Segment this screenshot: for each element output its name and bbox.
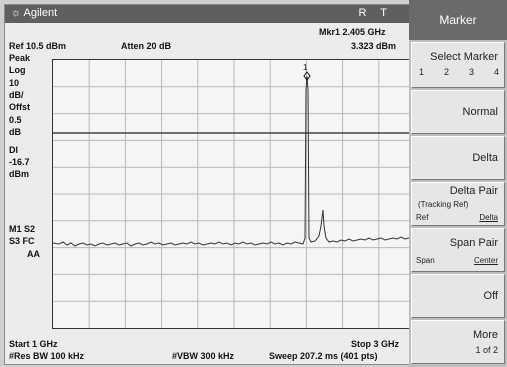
spectrum-trace (53, 75, 415, 247)
scale-unit: dB/ (9, 90, 24, 100)
scale-value: 10 (9, 78, 20, 88)
marker-option-2: 2 (444, 67, 450, 77)
delta-softkey[interactable]: Delta (411, 136, 505, 180)
span-pair-label: Span Pair (449, 237, 498, 249)
span-pair-span-option: Span (416, 256, 435, 265)
off-softkey[interactable]: Off (411, 274, 505, 318)
normal-softkey[interactable]: Normal (411, 90, 505, 134)
brand-logo: ☼ Agilent (11, 7, 57, 19)
sweep-time: Sweep 207.2 ms (401 pts) (269, 351, 378, 361)
trace-mode-2: S3 FC (9, 236, 35, 246)
delta-pair-softkey[interactable]: Delta Pair (Tracking Ref) Ref Delta (411, 182, 505, 226)
delta-pair-delta-option: Delta (479, 213, 498, 222)
display-line-unit: dBm (9, 169, 29, 179)
marker-diamond-icon (303, 71, 311, 81)
marker-option-3: 3 (469, 67, 475, 77)
display-line-value: -16.7 (9, 157, 30, 167)
grid-lines (53, 60, 415, 328)
trace-mode-1: M1 S2 (9, 224, 36, 234)
span-pair-softkey[interactable]: Span Pair Span Center (411, 228, 505, 272)
offset-value: 0.5 (9, 115, 22, 125)
spectrum-plot: 1 (53, 60, 415, 328)
more-page: 1 of 2 (475, 345, 498, 355)
stop-frequency: Stop 3 GHz (351, 339, 400, 349)
softkey-panel: Marker Select Marker 1 2 3 4 Normal Delt… (409, 0, 507, 367)
marker-option-1: 1 (419, 67, 425, 77)
delta-pair-label: Delta Pair (449, 185, 498, 197)
select-marker-softkey[interactable]: Select Marker 1 2 3 4 (411, 42, 505, 88)
scale-type: Log (9, 65, 26, 75)
brand-name: Agilent (23, 7, 58, 19)
more-softkey[interactable]: More 1 of 2 (411, 320, 505, 364)
start-frequency: Start 1 GHz (9, 339, 58, 349)
softkey-menu-title: Marker (409, 0, 507, 40)
remote-indicator: R (358, 7, 381, 19)
video-bandwidth: #VBW 300 kHz (172, 351, 235, 361)
normal-label: Normal (462, 106, 498, 118)
spectrum-graticule: 1 (52, 59, 416, 329)
title-bar: ☼ Agilent RT (5, 5, 409, 23)
trace-mode-3: AA (27, 249, 40, 259)
analyzer-screen: ☼ Agilent RT Mkr1 2.405 GHz Ref 10.5 dBm… (4, 4, 416, 365)
off-label: Off (483, 290, 498, 302)
marker-option-4: 4 (494, 67, 500, 77)
offset-label: Offst (9, 102, 30, 112)
select-marker-label: Select Marker (430, 51, 498, 63)
sun-icon: ☼ (11, 7, 24, 19)
detector-label: Peak (9, 53, 31, 63)
reference-level: Ref 10.5 dBm (9, 41, 67, 51)
marker-readout: Mkr1 2.405 GHz (319, 27, 386, 37)
more-label: More (472, 329, 498, 341)
display-line-label: Dl (9, 145, 18, 155)
status-indicators: RT (359, 7, 401, 19)
offset-unit: dB (9, 127, 21, 137)
marker-amplitude: 3.323 dBm (351, 41, 397, 51)
resolution-bandwidth: #Res BW 100 kHz (9, 351, 85, 361)
delta-label: Delta (472, 152, 498, 164)
delta-pair-sub: (Tracking Ref) (418, 200, 469, 209)
trigger-indicator: T (380, 7, 401, 19)
span-pair-center-option: Center (473, 256, 498, 265)
attenuation: Atten 20 dB (121, 41, 172, 51)
marker-number: 1 (303, 63, 308, 72)
delta-pair-ref-option: Ref (416, 213, 429, 222)
